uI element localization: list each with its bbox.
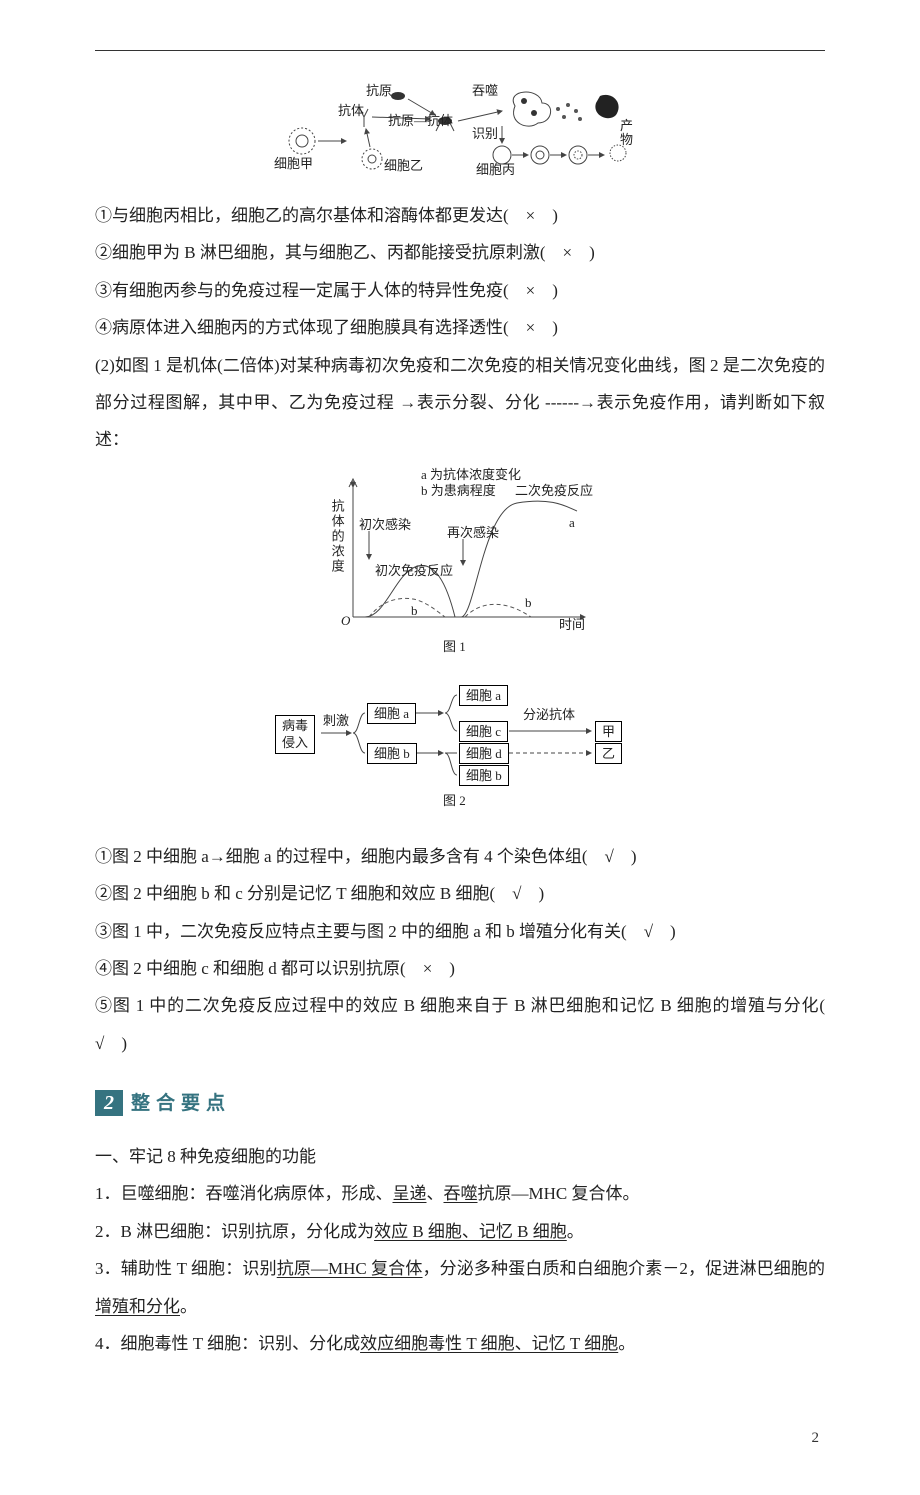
s2i3-post: 。 [180, 1297, 197, 1316]
paragraph-intro: (2)如图 1 是机体(二倍体)对某种病毒初次免疫和二次免疫的相关情况变化曲线，… [95, 347, 825, 459]
q-set1-2: ②细胞甲为 B 淋巴细胞，其与细胞乙、丙都能接受抗原刺激( × ) [95, 234, 825, 271]
d1-phagocytosis: 吞噬 [472, 84, 498, 97]
q-set2-1: ①图 2 中细胞 a→细胞 a 的过程中，细胞内最多含有 4 个染色体组( √ … [95, 838, 825, 875]
s2i1-pre: 1．巨噬细胞：吞噬消化病原体，形成、 [95, 1184, 393, 1203]
s2i1-u2: 吞噬 [444, 1184, 478, 1203]
q-set1-1: ①与细胞丙相比，细胞乙的高尔基体和溶酶体都更发达( × ) [95, 197, 825, 234]
s2i2-u: 效应 B 细胞、记忆 B 细胞 [374, 1222, 567, 1241]
d3-cell-d: 细胞 d [459, 743, 509, 765]
s2i4-u: 效应细胞毒性 T 细胞、记忆 T 细胞 [360, 1334, 618, 1353]
s2i3-u1: 抗原—MHC 复合体 [277, 1259, 423, 1278]
s2i4-post: 。 [618, 1334, 635, 1353]
s2i3-u2: 增殖和分化 [95, 1297, 180, 1316]
d2-a-label: a [569, 515, 575, 531]
d1-antigen: 抗原 [366, 84, 392, 97]
page-top-rule [95, 50, 825, 51]
section2-item2: 2．B 淋巴细胞：识别抗原，分化成为效应 B 细胞、记忆 B 细胞。 [95, 1213, 825, 1250]
d2-note-a: a 为抗体浓度变化 [421, 467, 521, 483]
d2-xaxis: 时间 [559, 617, 585, 633]
s2i2-pre: 2．B 淋巴细胞：识别抗原，分化成为 [95, 1222, 374, 1241]
d3-cell-a2: 细胞 a [459, 685, 508, 707]
section2-item3: 3．辅助性 T 细胞：识别抗原—MHC 复合体，分泌多种蛋白质和白细胞介素－2，… [95, 1250, 825, 1325]
d2-origin: O [341, 613, 350, 629]
d3-yi: 乙 [595, 743, 622, 765]
section2-heading: 一、牢记 8 种免疫细胞的功能 [95, 1138, 825, 1175]
d3-stimulus: 刺激 [323, 713, 349, 729]
q-set1-3: ③有细胞丙参与的免疫过程一定属于人体的特异性免疫( × ) [95, 272, 825, 309]
d3-secrete: 分泌抗体 [523, 707, 575, 723]
s2i1-post: 抗原—MHC 复合体。 [478, 1184, 640, 1203]
s2i1-mid1: 、 [427, 1184, 444, 1203]
d3-cell-a1: 细胞 a [367, 703, 416, 725]
d2-primary-resp: 初次免疫反应 [375, 563, 453, 579]
d3-cell-b2: 细胞 b [459, 765, 509, 787]
d2-primary-infect: 初次感染 [359, 517, 411, 533]
d1-antibody: 抗体 [338, 104, 364, 117]
section-2-badge: 2 整合要点 [95, 1090, 825, 1116]
diagram-curve-chart: 抗体的浓度 a 为抗体浓度变化 b 为患病程度 二次免疫反应 初次感染 再次感染… [95, 467, 825, 667]
d2-caption: 图 1 [443, 639, 466, 655]
d2-yaxis: 抗体的浓度 [329, 499, 345, 574]
diagram-flowchart: 病毒 侵入 刺激 细胞 a 细胞 b 细胞 a 细胞 c 细胞 d 细胞 b 分… [95, 685, 825, 820]
diagram-antigen-cells: 抗原 抗体 抗原—抗体 吞噬 识别 细胞甲 细胞乙 细胞丙 产 物 [95, 81, 825, 179]
q-set2-4: ④图 2 中细胞 c 和细胞 d 都可以识别抗原( × ) [95, 950, 825, 987]
d3-cell-c: 细胞 c [459, 721, 508, 743]
d2-re-infect: 再次感染 [447, 525, 499, 541]
s2i3-pre: 3．辅助性 T 细胞：识别 [95, 1259, 277, 1278]
s2i3-mid: ，分泌多种蛋白质和白细胞介素－2，促进淋巴细胞的 [423, 1259, 826, 1278]
page-number: 2 [95, 1422, 825, 1455]
d3-virus: 病毒 侵入 [275, 715, 315, 754]
d2-note-b: b 为患病程度 [421, 483, 496, 499]
d1-recognize: 识别 [472, 127, 498, 140]
d2-secondary: 二次免疫反应 [515, 483, 593, 499]
d1-antigen-antibody: 抗原—抗体 [388, 114, 453, 127]
q-set1-4: ④病原体进入细胞丙的方式体现了细胞膜具有选择透性( × ) [95, 309, 825, 346]
section2-item4: 4．细胞毒性 T 细胞：识别、分化成效应细胞毒性 T 细胞、记忆 T 细胞。 [95, 1325, 825, 1362]
q-set2-3: ③图 1 中，二次免疫反应特点主要与图 2 中的细胞 a 和 b 增殖分化有关(… [95, 913, 825, 950]
d2-b1-label: b [411, 603, 418, 619]
d1-cell-yi: 细胞乙 [384, 159, 423, 172]
d3-jia: 甲 [595, 721, 622, 743]
d1-cell-jia: 细胞甲 [274, 157, 313, 170]
s2i1-u1: 呈递 [393, 1184, 427, 1203]
d3-caption: 图 2 [443, 793, 466, 809]
s2i2-post: 。 [567, 1222, 584, 1241]
s2i4-pre: 4．细胞毒性 T 细胞：识别、分化成 [95, 1334, 360, 1353]
d3-cell-b1: 细胞 b [367, 743, 417, 765]
q-set2-5: ⑤图 1 中的二次免疫反应过程中的效应 B 细胞来自于 B 淋巴细胞和记忆 B … [95, 987, 825, 1062]
badge-number: 2 [95, 1090, 123, 1116]
section2-item1: 1．巨噬细胞：吞噬消化病原体，形成、呈递、吞噬抗原—MHC 复合体。 [95, 1175, 825, 1212]
q-set2-2: ②图 2 中细胞 b 和 c 分别是记忆 T 细胞和效应 B 细胞( √ ) [95, 875, 825, 912]
d1-product: 产 物 [620, 119, 633, 148]
d2-b2-label: b [525, 595, 532, 611]
badge-text: 整合要点 [131, 1094, 231, 1113]
d1-cell-bing: 细胞丙 [476, 163, 515, 176]
